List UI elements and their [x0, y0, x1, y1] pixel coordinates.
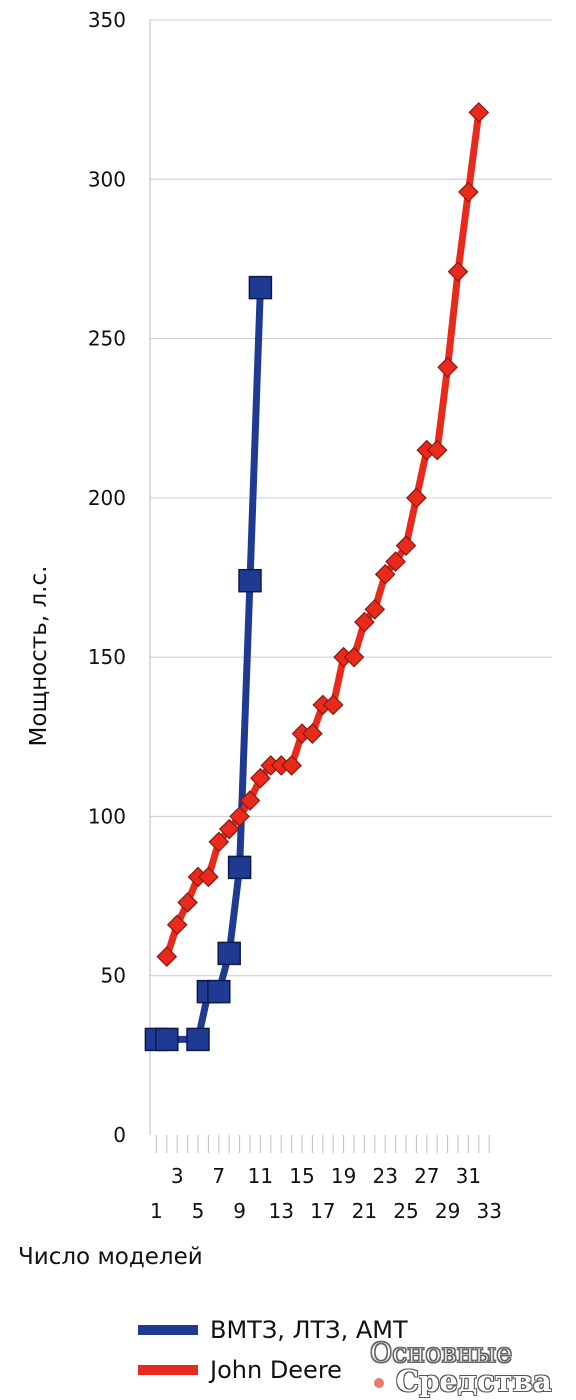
watermark-line2: Средства: [396, 1364, 552, 1398]
data-point-diamond: [458, 181, 479, 203]
watermark-logo: Основные Средства: [369, 1338, 570, 1400]
data-point-square: [248, 275, 273, 300]
data-point-square: [227, 855, 252, 880]
data-point-diamond: [343, 646, 365, 668]
legend-swatch-blue: [138, 1325, 198, 1335]
x-tick-label: 19: [331, 1164, 356, 1188]
y-tick-label: 350: [88, 8, 126, 32]
x-tick-label: 27: [414, 1164, 439, 1188]
y-tick-label: 50: [101, 964, 126, 988]
x-tick-label: 1: [150, 1199, 163, 1223]
data-point-diamond: [406, 487, 427, 509]
y-tick-label: 300: [88, 167, 126, 191]
x-tick-label: 3: [171, 1164, 184, 1188]
data-point-diamond: [426, 439, 448, 461]
x-tick-label: 29: [435, 1199, 460, 1223]
legend-swatch-red: [138, 1365, 198, 1375]
y-tick-label: 0: [113, 1123, 126, 1147]
legend: ВМТЗ, ЛТЗ, АМТ John Deere: [138, 1310, 408, 1390]
data-point-diamond: [156, 946, 178, 967]
y-tick-label: 250: [88, 327, 126, 351]
x-tick-label: 7: [212, 1164, 225, 1188]
data-point-diamond: [281, 755, 302, 776]
data-point-diamond: [218, 818, 240, 840]
legend-label: ВМТЗ, ЛТЗ, АМТ: [210, 1316, 408, 1344]
data-point-diamond: [239, 790, 261, 811]
data-point-diamond: [447, 261, 469, 283]
data-point-diamond: [354, 611, 375, 633]
x-axis-label: Число моделей: [18, 1244, 203, 1270]
data-point-square: [217, 941, 241, 966]
data-point-diamond: [385, 551, 406, 572]
data-point-square: [207, 979, 231, 1004]
x-tick-label: 33: [476, 1199, 501, 1223]
x-tick-label: 23: [372, 1164, 397, 1188]
legend-label: John Deere: [210, 1356, 342, 1384]
watermark-dot-icon: [374, 1378, 384, 1388]
data-point-diamond: [302, 723, 323, 744]
watermark-line1: Основные: [369, 1338, 513, 1370]
series-line-john-deere: [163, 108, 483, 961]
x-tick-label: 15: [289, 1164, 314, 1188]
data-point-square: [186, 1027, 210, 1052]
data-point-diamond: [437, 356, 458, 378]
axes: [149, 20, 490, 1153]
y-tick-label: 100: [88, 804, 126, 828]
data-point-diamond: [208, 831, 230, 853]
y-tick-label: 200: [88, 486, 126, 510]
data-point-diamond: [374, 563, 396, 585]
data-point-diamond: [468, 102, 490, 123]
x-tick-label: 5: [192, 1199, 205, 1223]
data-point-diamond: [322, 694, 344, 716]
data-point-square: [238, 568, 262, 593]
x-tick-label: 17: [310, 1199, 335, 1223]
x-tick-label: 21: [352, 1199, 377, 1223]
data-point-diamond: [198, 866, 219, 888]
x-tick-labels: 3 7 11 15 19 23 27 311 5 9 13 17 21 25 29 33: [150, 1164, 502, 1223]
y-tick-label: 150: [88, 645, 126, 669]
grid-lines: [150, 19, 552, 977]
y-axis-label: Мощность, л.с.: [26, 566, 52, 747]
data-point-diamond: [166, 914, 188, 936]
data-point-square: [155, 1027, 179, 1052]
x-tick-label: 13: [268, 1199, 293, 1223]
data-point-diamond: [250, 767, 271, 789]
data-point-diamond: [395, 535, 417, 556]
data-point-diamond: [229, 806, 250, 827]
y-tick-labels: 0 50 100 150 200 250 300 350: [88, 8, 126, 1147]
x-tick-label: 11: [248, 1164, 273, 1188]
series-group: [144, 102, 490, 1052]
legend-item-john-deere: John Deere: [138, 1350, 408, 1390]
x-tick-label: 25: [393, 1199, 418, 1223]
legend-item-vmtz: ВМТЗ, ЛТЗ, АМТ: [138, 1310, 408, 1350]
x-tick-label: 31: [456, 1164, 481, 1188]
data-point-diamond: [177, 892, 198, 913]
data-point-diamond: [364, 599, 386, 620]
x-tick-label: 9: [233, 1199, 246, 1223]
